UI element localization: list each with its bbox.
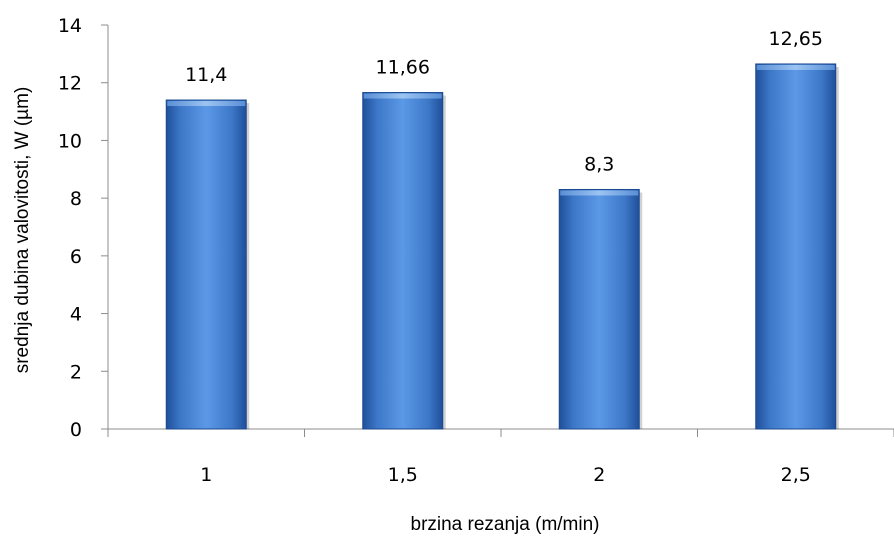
x-tick-label: 1,5: [388, 464, 418, 486]
y-tick-label: 0: [70, 419, 82, 441]
bar: [362, 92, 444, 430]
bars: [165, 63, 839, 430]
x-tick-label: 1: [200, 464, 212, 486]
bar-top-highlight: [756, 64, 835, 70]
bar-top-highlight: [363, 93, 442, 99]
y-tick-label: 2: [70, 361, 82, 383]
bar: [755, 63, 837, 430]
bar-value-label: 11,66: [376, 57, 430, 79]
x-tick-label: 2,5: [781, 464, 811, 486]
y-tick-label: 4: [70, 304, 82, 326]
data-labels: 11,4 11,66 8,3 12,65: [185, 28, 823, 176]
y-tick-label: 10: [58, 130, 82, 152]
y-tick-label: 6: [70, 246, 82, 268]
y-axis-title: srednja dubina valovitosti, W (µm): [12, 87, 33, 374]
bar: [165, 99, 247, 430]
bar-value-label: 8,3: [584, 153, 614, 175]
x-axis-title: brzina rezanja (m/min): [411, 514, 600, 535]
y-tick-label: 8: [70, 188, 82, 210]
bar-value-label: 11,4: [185, 64, 227, 86]
bar-value-label: 12,65: [769, 28, 823, 50]
y-axis: 0 2 4 6 8 10 12 14: [58, 15, 109, 441]
y-tick-label: 12: [58, 73, 82, 95]
bar-top-highlight: [167, 101, 246, 107]
y-tick-label: 14: [58, 15, 82, 37]
x-tick-label: 2: [593, 464, 605, 486]
bar: [558, 188, 640, 430]
bar-top-highlight: [560, 190, 639, 196]
x-axis: 1 1,5 2 2,5: [107, 428, 894, 486]
